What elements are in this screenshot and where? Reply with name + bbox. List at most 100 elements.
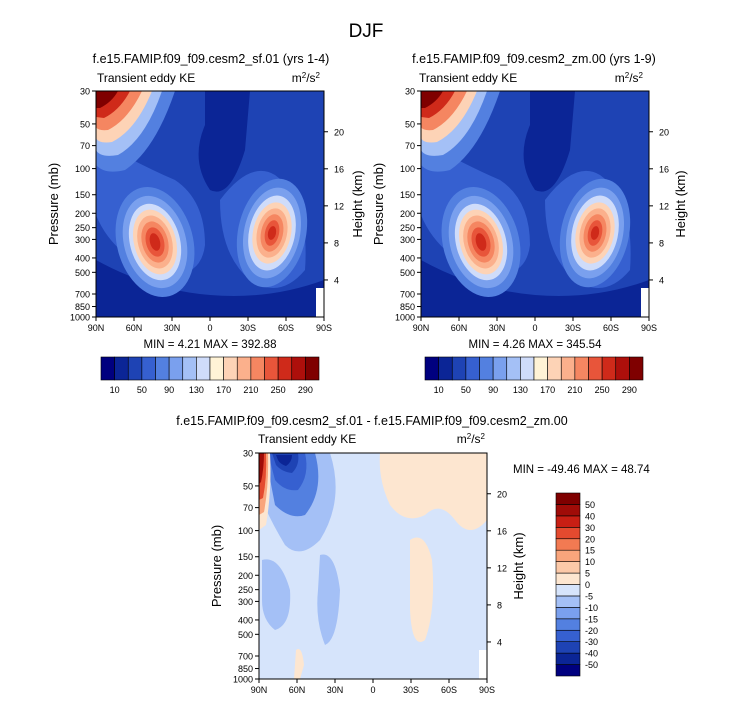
y-tick-label: 700 — [238, 652, 253, 662]
colorbar-label: 10 — [110, 385, 120, 395]
colorbar-label: -30 — [585, 637, 598, 647]
colorbar-box — [100, 356, 115, 381]
panel-1: f.e15.FAMIP.f09_f09.cesm2_sf.01 (yrs 1-4… — [46, 52, 365, 395]
colorbar-label: -40 — [585, 649, 598, 659]
panel-2-units: m2/s2 — [615, 71, 644, 86]
panel-2-deep-blue-region — [523, 91, 575, 192]
panel-1-units: m2/s2 — [292, 71, 321, 86]
colorbar-box — [555, 641, 581, 654]
colorbar-box — [547, 356, 562, 381]
panel-2-x-ticks: 90N 60N 30N 0 30S 60S 90S — [413, 317, 657, 333]
panel-2-ylabel: Pressure (mb) — [371, 163, 386, 245]
colorbar-label: 210 — [567, 385, 582, 395]
colorbar-label: 50 — [461, 385, 471, 395]
panel-2-colorbar: 10 50 90 130 170 210 250 290 — [424, 356, 644, 395]
y-tick-label: 50 — [405, 119, 415, 129]
y-tick-label: 100 — [238, 526, 253, 536]
panel-1-polar-contours — [96, 91, 118, 108]
panel-3-ylabel: Pressure (mb) — [209, 525, 224, 607]
colorbar-box — [588, 356, 603, 381]
panel-3-left-label: Transient eddy KE — [258, 432, 356, 446]
y-tick-label: 100 — [75, 164, 90, 174]
y-tick-label: 400 — [400, 253, 415, 263]
colorbar-label: 15 — [585, 546, 595, 556]
colorbar-label: 50 — [137, 385, 147, 395]
y-tick-label: 300 — [75, 235, 90, 245]
panel-2-jet-south — [559, 178, 631, 288]
panel-3-missing-data — [479, 650, 487, 679]
colorbar-box — [520, 356, 535, 381]
y-tick-label: 1000 — [233, 675, 253, 685]
panel-2-deep-blue-region — [421, 260, 649, 317]
colorbar-box — [555, 584, 581, 597]
y-tick-label: 400 — [238, 615, 253, 625]
panel-2-y2-ticks: 4 8 12 16 20 — [649, 127, 669, 285]
x-tick-label: 60N — [289, 685, 306, 695]
colorbar-label: 0 — [585, 580, 590, 590]
panel-2-left-label: Transient eddy KE — [419, 71, 517, 85]
colorbar-label: 20 — [585, 534, 595, 544]
y-tick-label: 700 — [75, 290, 90, 300]
panel-1-left-label: Transient eddy KE — [97, 71, 195, 85]
colorbar-label: 170 — [216, 385, 231, 395]
x-tick-label: 30S — [240, 323, 256, 333]
panel-2-missing-data — [641, 288, 649, 317]
panel-1-jet-south — [236, 178, 308, 288]
colorbar-box — [615, 356, 630, 381]
colorbar-box — [601, 356, 617, 381]
colorbar-box — [196, 356, 211, 381]
y-tick-label: 250 — [400, 223, 415, 233]
colorbar-box — [424, 356, 439, 381]
colorbar-label: 10 — [434, 385, 444, 395]
y2-tick-label: 4 — [497, 637, 502, 647]
colorbar-label: 90 — [164, 385, 174, 395]
colorbar-box — [155, 356, 170, 381]
x-tick-label: 60S — [441, 685, 457, 695]
y-tick-label: 30 — [80, 87, 90, 97]
panel-1-jet-north — [115, 187, 195, 297]
y-tick-label: 300 — [238, 597, 253, 607]
panel-2-polar-contours — [421, 91, 443, 108]
colorbar-label: -5 — [585, 591, 593, 601]
colorbar-label: -10 — [585, 603, 598, 613]
panel-3-min-max: MIN = -49.46 MAX = 48.74 — [513, 464, 650, 476]
x-tick-label: 30N — [327, 685, 344, 695]
x-tick-label: 90N — [413, 323, 430, 333]
y-tick-label: 400 — [75, 253, 90, 263]
colorbar-box — [555, 549, 581, 562]
y2-tick-label: 16 — [659, 164, 669, 174]
x-tick-label: 0 — [207, 323, 212, 333]
colorbar-label: 90 — [488, 385, 498, 395]
panel-3-positive-polar — [259, 453, 264, 484]
y2-tick-label: 20 — [334, 127, 344, 137]
panel-3-negative-region — [317, 554, 340, 645]
panel-3-negative-region — [262, 559, 291, 630]
colorbar-box — [555, 538, 581, 551]
x-tick-label: 30S — [565, 323, 581, 333]
colorbar-label: -15 — [585, 614, 598, 624]
y-tick-label: 250 — [75, 223, 90, 233]
y2-tick-label: 12 — [497, 563, 507, 573]
panel-3-positive-region — [294, 649, 304, 679]
y-tick-label: 150 — [400, 190, 415, 200]
x-tick-label: 0 — [370, 685, 375, 695]
panel-2-jet-north — [441, 187, 521, 297]
page-title: DJF — [349, 21, 384, 42]
panel-3-title: f.e15.FAMIP.f09_f09.cesm2_sf.01 - f.e15.… — [176, 414, 567, 428]
colorbar-box — [182, 356, 197, 381]
y2-tick-label: 12 — [659, 201, 669, 211]
colorbar-box — [209, 356, 224, 381]
y2-tick-label: 16 — [497, 526, 507, 536]
colorbar-box — [141, 356, 156, 381]
colorbar-box — [438, 356, 453, 381]
colorbar-box — [451, 356, 467, 381]
colorbar-label: 170 — [540, 385, 555, 395]
x-tick-label: 30N — [489, 323, 506, 333]
colorbar-label: 5 — [585, 569, 590, 579]
x-tick-label: 90S — [641, 323, 657, 333]
panel-2-min-max: MIN = 4.26 MAX = 345.54 — [469, 339, 603, 351]
panel-1-colorbar: 10 50 90 130 170 210 250 290 — [100, 356, 320, 395]
colorbar-box — [114, 356, 129, 381]
